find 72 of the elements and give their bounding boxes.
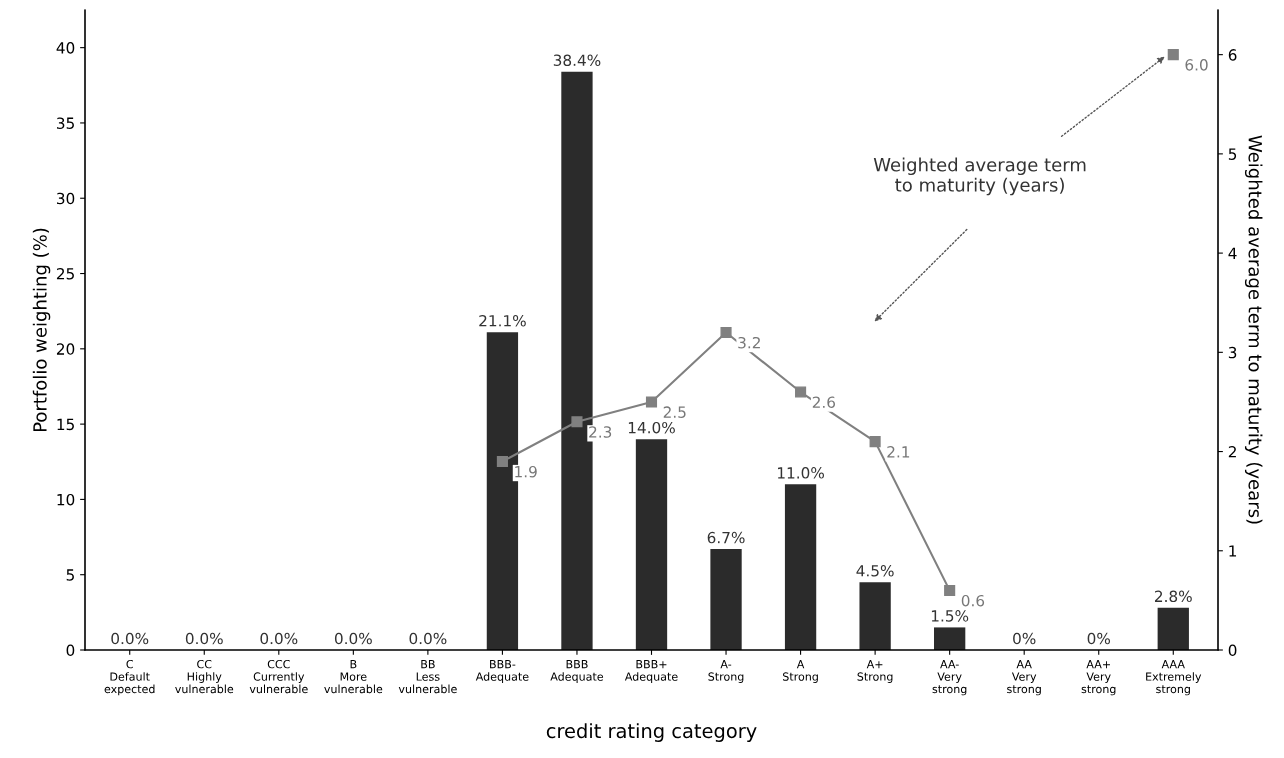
y2-tick-label: 2 xyxy=(1228,446,1236,458)
x-tick-label: BBB+ Adequate xyxy=(624,660,678,683)
data-label: 3.2 xyxy=(738,336,760,349)
y2-tick-label: 6 xyxy=(1228,49,1237,61)
bar xyxy=(635,439,668,650)
bar xyxy=(784,484,817,650)
data-label: 2.8% xyxy=(1154,590,1192,603)
y-tick-label: 0 xyxy=(66,644,75,657)
data-label: 0% xyxy=(1013,632,1036,645)
annotation: Weighted average term to maturity (years) xyxy=(873,157,1086,196)
x-tick-label: AA- Very strong xyxy=(932,660,967,696)
x-tick-label: A Strong xyxy=(783,660,818,683)
data-label: 0.0% xyxy=(260,632,298,645)
y-tick-label: 5 xyxy=(66,569,74,581)
point xyxy=(571,416,583,428)
y2-tick-label: 0 xyxy=(1228,644,1237,657)
data-label: 11.0% xyxy=(777,467,824,479)
data-label: 14.0% xyxy=(628,421,675,434)
x-tick-label: CC Highly vulnerable xyxy=(175,659,234,694)
point xyxy=(496,455,508,468)
point xyxy=(795,386,807,398)
point xyxy=(944,584,956,597)
x-tick-label: A+ Strong xyxy=(857,660,893,683)
x-tick-label: BB Less vulnerable xyxy=(398,660,457,694)
data-label: 6.7% xyxy=(707,531,745,544)
data-label: 2.1 xyxy=(887,446,910,458)
data-label: 2.6 xyxy=(812,396,836,409)
data-label: 0% xyxy=(1087,632,1111,645)
data-label: 0.6 xyxy=(961,594,985,607)
y2-tick-label: 3 xyxy=(1228,346,1237,359)
y-tick-label: 20 xyxy=(56,343,75,355)
data-label: 0.0% xyxy=(334,632,372,645)
x-axis-title: credit rating category xyxy=(546,723,757,742)
data-label: 2.3 xyxy=(589,426,612,438)
data-label: 4.5% xyxy=(856,564,894,577)
x-tick-label: C Default expected xyxy=(104,659,155,696)
y-tick-label: 30 xyxy=(57,192,75,205)
point xyxy=(720,326,732,339)
point xyxy=(1167,49,1179,61)
data-label: 6.0 xyxy=(1185,59,1208,71)
y2-axis-title: Weighted average term to maturity (years) xyxy=(1244,135,1263,524)
point xyxy=(869,436,881,448)
bar xyxy=(859,582,891,650)
y2-tick-label: 1 xyxy=(1229,545,1237,557)
bar xyxy=(1157,607,1189,650)
y-tick-label: 10 xyxy=(57,493,75,506)
y-tick-label: 40 xyxy=(56,42,75,54)
data-label: 1.9 xyxy=(515,465,537,478)
data-label: 38.4% xyxy=(553,54,601,66)
data-label: 0.0% xyxy=(409,632,447,645)
x-tick-label: AA Very strong xyxy=(1007,660,1041,696)
bar xyxy=(710,549,742,650)
data-label: 1.5% xyxy=(931,610,969,622)
y-axis-title: Portfolio weighting (%) xyxy=(32,228,51,432)
x-tick-label: AAA Extremely strong xyxy=(1146,660,1202,696)
x-tick-label: BBB- Adequate xyxy=(475,660,529,683)
data-label: 21.1% xyxy=(479,314,526,327)
y2-tick-label: 4 xyxy=(1228,247,1237,259)
x-tick-label: BBB Adequate xyxy=(550,660,604,683)
x-tick-label: B More vulnerable xyxy=(324,660,383,694)
data-label: 2.5 xyxy=(663,406,686,418)
x-tick-label: AA+ Very strong xyxy=(1081,660,1116,696)
x-tick-label: CCC Currently vulnerable xyxy=(249,659,308,694)
point xyxy=(645,396,658,408)
bar xyxy=(934,627,966,650)
y-tick-label: 25 xyxy=(56,267,74,280)
y2-tick-label: 5 xyxy=(1228,148,1237,160)
data-label: 0.0% xyxy=(111,632,149,645)
y-tick-label: 35 xyxy=(57,117,74,129)
data-label: 0.0% xyxy=(185,632,223,645)
x-tick-label: A- Strong xyxy=(708,660,744,683)
y-tick-label: 15 xyxy=(57,418,74,431)
